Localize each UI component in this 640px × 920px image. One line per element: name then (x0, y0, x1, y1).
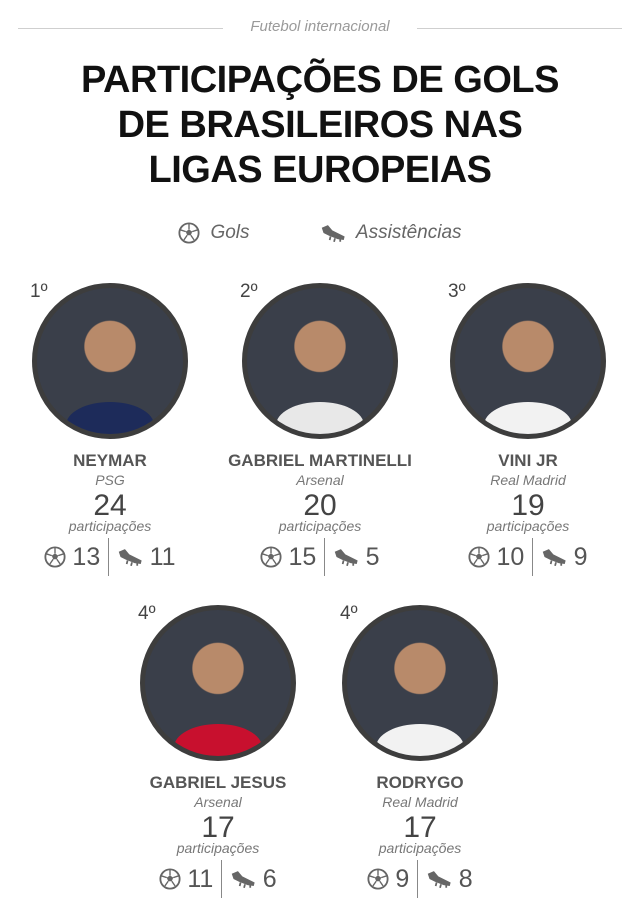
rank: 1º (30, 281, 48, 302)
rank: 2º (240, 281, 258, 302)
divider-right (417, 28, 622, 29)
assists-count: 6 (262, 864, 277, 893)
participations-label: participações (278, 518, 362, 534)
rank: 4º (340, 603, 358, 624)
stats: 11 6 (108, 860, 328, 898)
stats: 9 8 (310, 860, 530, 898)
divider (108, 538, 110, 576)
goals-count: 13 (72, 542, 101, 571)
total-participations: 19 (511, 489, 545, 522)
rank: 3º (448, 281, 466, 302)
player-club: PSG (95, 472, 125, 488)
football-boot-icon (541, 546, 567, 568)
legend: Gols Assistências (0, 222, 640, 244)
goals-count: 9 (395, 864, 410, 893)
player-photo (450, 283, 606, 439)
assists-count: 9 (573, 542, 588, 571)
player-club: Real Madrid (382, 794, 458, 810)
football-boot-icon (117, 546, 143, 568)
player-card: 3º VINI JR Real Madrid 19 participações … (418, 281, 638, 576)
soccer-ball-icon (178, 222, 200, 244)
player-photo (140, 605, 296, 761)
participations-label: participações (486, 518, 570, 534)
player-name: VINI JR (498, 451, 558, 470)
participations-label: participações (176, 840, 260, 856)
goals-count: 15 (288, 542, 317, 571)
page-title: PARTICIPAÇÕES DE GOLS DE BRASILEIROS NAS… (81, 59, 559, 191)
stats: 13 11 (0, 538, 220, 576)
football-boot-icon (320, 222, 346, 244)
divider (532, 538, 534, 576)
player-photo (32, 283, 188, 439)
soccer-ball-icon (159, 868, 181, 890)
player-name: NEYMAR (73, 451, 147, 470)
goals-count: 10 (496, 542, 525, 571)
legend-goals: Gols (178, 222, 250, 244)
assists-count: 11 (149, 542, 176, 571)
football-boot-icon (333, 546, 359, 568)
player-club: Arsenal (194, 794, 242, 810)
total-participations: 24 (93, 489, 127, 522)
player-card: 1º NEYMAR PSG 24 participações 13 11 (0, 281, 220, 576)
player-card: 4º RODRYGO Real Madrid 17 participações … (310, 603, 530, 898)
total-participations: 20 (303, 489, 337, 522)
football-boot-icon (230, 868, 256, 890)
total-participations: 17 (201, 811, 235, 844)
kicker: Futebol internacional (250, 18, 390, 35)
participations-label: participações (68, 518, 152, 534)
football-boot-icon (426, 868, 452, 890)
participations-label: participações (378, 840, 462, 856)
player-club: Arsenal (296, 472, 344, 488)
player-name: RODRYGO (376, 773, 464, 792)
divider (417, 860, 419, 898)
player-photo (242, 283, 398, 439)
total-participations: 17 (403, 811, 437, 844)
assists-count: 5 (365, 542, 380, 571)
soccer-ball-icon (468, 546, 490, 568)
divider-left (18, 28, 223, 29)
soccer-ball-icon (44, 546, 66, 568)
legend-assists: Assistências (320, 222, 462, 244)
player-name: GABRIEL MARTINELLI (228, 451, 412, 470)
player-name: GABRIEL JESUS (149, 773, 287, 792)
divider (221, 860, 223, 898)
player-card: 4º GABRIEL JESUS Arsenal 17 participaçõe… (108, 603, 328, 898)
soccer-ball-icon (367, 868, 389, 890)
soccer-ball-icon (260, 546, 282, 568)
player-card: 2º GABRIEL MARTINELLI Arsenal 20 partici… (210, 281, 430, 576)
stats: 10 9 (418, 538, 638, 576)
assists-count: 8 (458, 864, 473, 893)
goals-count: 11 (187, 864, 214, 893)
stats: 15 5 (210, 538, 430, 576)
divider (324, 538, 326, 576)
player-club: Real Madrid (490, 472, 566, 488)
player-photo (342, 605, 498, 761)
rank: 4º (138, 603, 156, 624)
